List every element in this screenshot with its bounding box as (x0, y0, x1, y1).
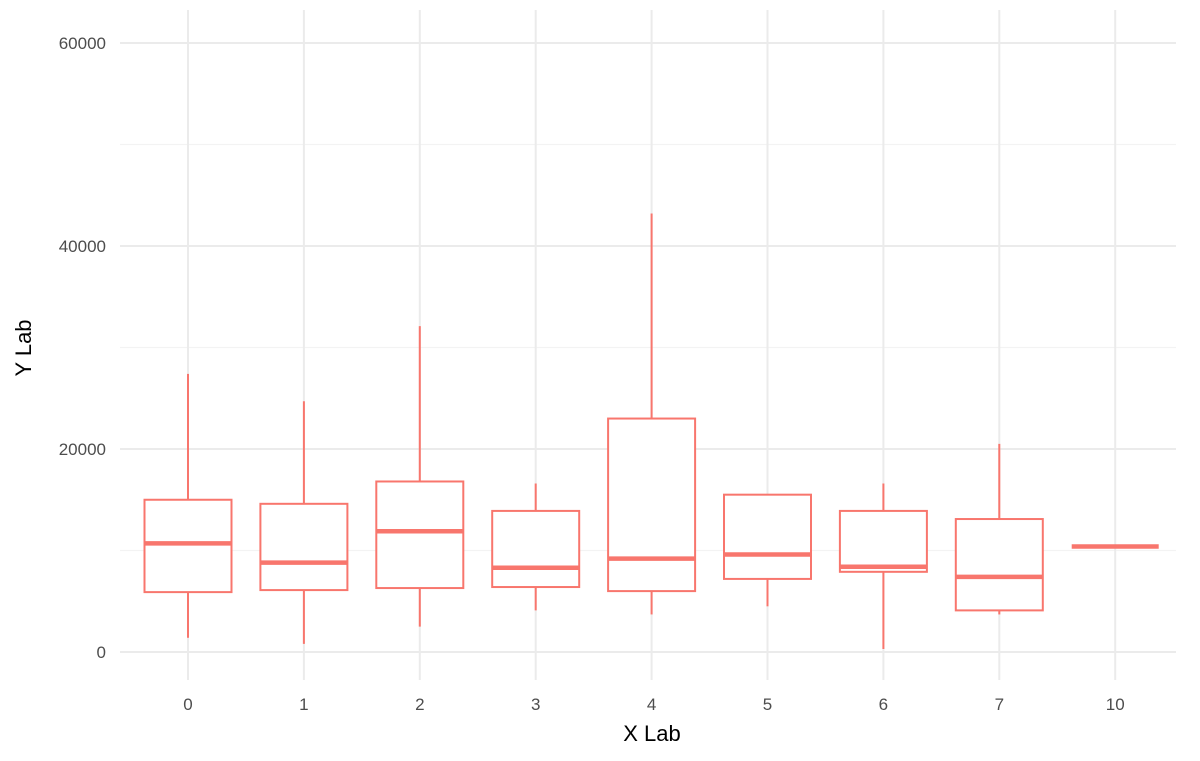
box-iqr (259, 502, 349, 592)
box-iqr (375, 480, 465, 590)
x-tick-label: 6 (879, 695, 888, 714)
x-tick-label: 1 (299, 695, 308, 714)
box-group (143, 373, 233, 638)
x-axis-title: X Lab (623, 721, 681, 746)
x-tick-label: 5 (763, 695, 772, 714)
box-group (491, 483, 581, 611)
y-tick-label: 60000 (59, 34, 106, 53)
box-iqr (838, 509, 928, 573)
x-tick-label: 10 (1106, 695, 1125, 714)
box-group (954, 443, 1044, 615)
y-tick-label: 20000 (59, 440, 106, 459)
tick-labels: 0 20000 40000 60000 0 1 2 3 4 5 6 7 10 (59, 34, 1125, 714)
box-iqr (723, 493, 812, 580)
x-tick-label: 4 (647, 695, 656, 714)
x-tick-label: 7 (995, 695, 1004, 714)
y-tick-label: 0 (97, 643, 106, 662)
boxes (143, 213, 1159, 649)
x-tick-label: 2 (415, 695, 424, 714)
y-tick-label: 40000 (59, 237, 106, 256)
box-group (259, 401, 349, 644)
box-iqr (607, 417, 697, 593)
box-iqr (491, 509, 581, 589)
box-group (375, 326, 465, 627)
box-group (723, 493, 812, 607)
x-tick-label: 3 (531, 695, 540, 714)
y-axis-title: Y Lab (11, 319, 36, 376)
box-iqr (143, 498, 233, 594)
box-group (607, 213, 697, 615)
x-tick-label: 0 (183, 695, 192, 714)
box-iqr (954, 518, 1044, 612)
box-group (838, 483, 928, 649)
